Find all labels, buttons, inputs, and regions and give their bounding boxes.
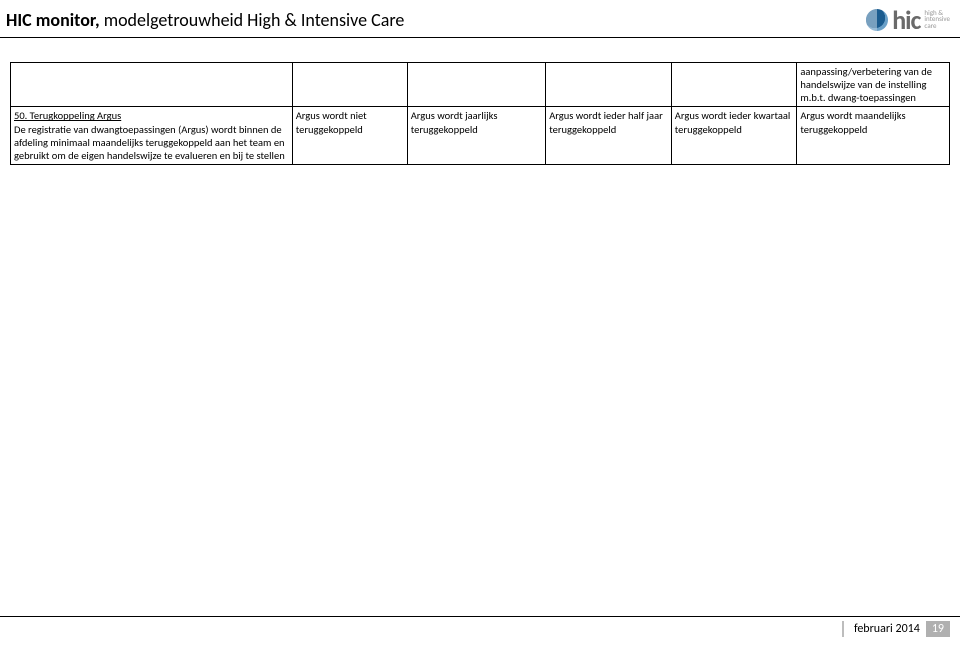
table-row: 50. Terugkoppeling Argus De registratie … — [11, 107, 950, 165]
logo-tag-3: care — [924, 23, 950, 30]
criteria-table: aanpassing/verbetering van de handelswij… — [10, 62, 950, 165]
logo-mark-icon — [866, 9, 888, 31]
page-footer: februari 2014 19 — [0, 616, 960, 637]
cell-r2-c6: Argus wordt maandelijks teruggekoppeld — [797, 107, 950, 165]
content-area: aanpassing/verbetering van de handelswij… — [0, 38, 960, 165]
cell-r2-c2: Argus wordt niet teruggekoppeld — [292, 107, 407, 165]
brand-logo: hic high & intensive care — [866, 7, 950, 33]
footer-divider-icon — [842, 621, 844, 637]
title-light: modelgetrouwheid High & Intensive Care — [104, 9, 405, 31]
cell-r1-c1 — [11, 63, 293, 107]
cell-r1-c5 — [671, 63, 797, 107]
cell-r1-c6: aanpassing/verbetering van de handelswij… — [797, 63, 950, 107]
title-bold: HIC monitor, — [6, 9, 104, 31]
cell-r1-c4 — [546, 63, 672, 107]
cell-r2-c1: 50. Terugkoppeling Argus De registratie … — [11, 107, 293, 165]
cell-r2-c5: Argus wordt ieder kwartaal teruggekoppel… — [671, 107, 797, 165]
cell-r2-c3: Argus wordt jaarlijks teruggekoppeld — [407, 107, 546, 165]
cell-r1-c2 — [292, 63, 407, 107]
page-title: HIC monitor, modelgetrouwheid High & Int… — [6, 9, 404, 31]
footer-date: februari 2014 — [854, 622, 920, 636]
table-row: aanpassing/verbetering van de handelswij… — [11, 63, 950, 107]
row-title: 50. Terugkoppeling Argus — [14, 109, 121, 122]
cell-r2-c4: Argus wordt ieder half jaar teruggekoppe… — [546, 107, 672, 165]
cell-r1-c3 — [407, 63, 546, 107]
logo-letters: hic — [892, 7, 920, 33]
logo-tagline: high & intensive care — [924, 10, 950, 30]
row-body: De registratie van dwangtoepassingen (Ar… — [14, 123, 285, 162]
logo-text: hic high & intensive care — [892, 7, 950, 33]
footer-page-number: 19 — [926, 621, 950, 637]
page-header: HIC monitor, modelgetrouwheid High & Int… — [0, 0, 960, 38]
